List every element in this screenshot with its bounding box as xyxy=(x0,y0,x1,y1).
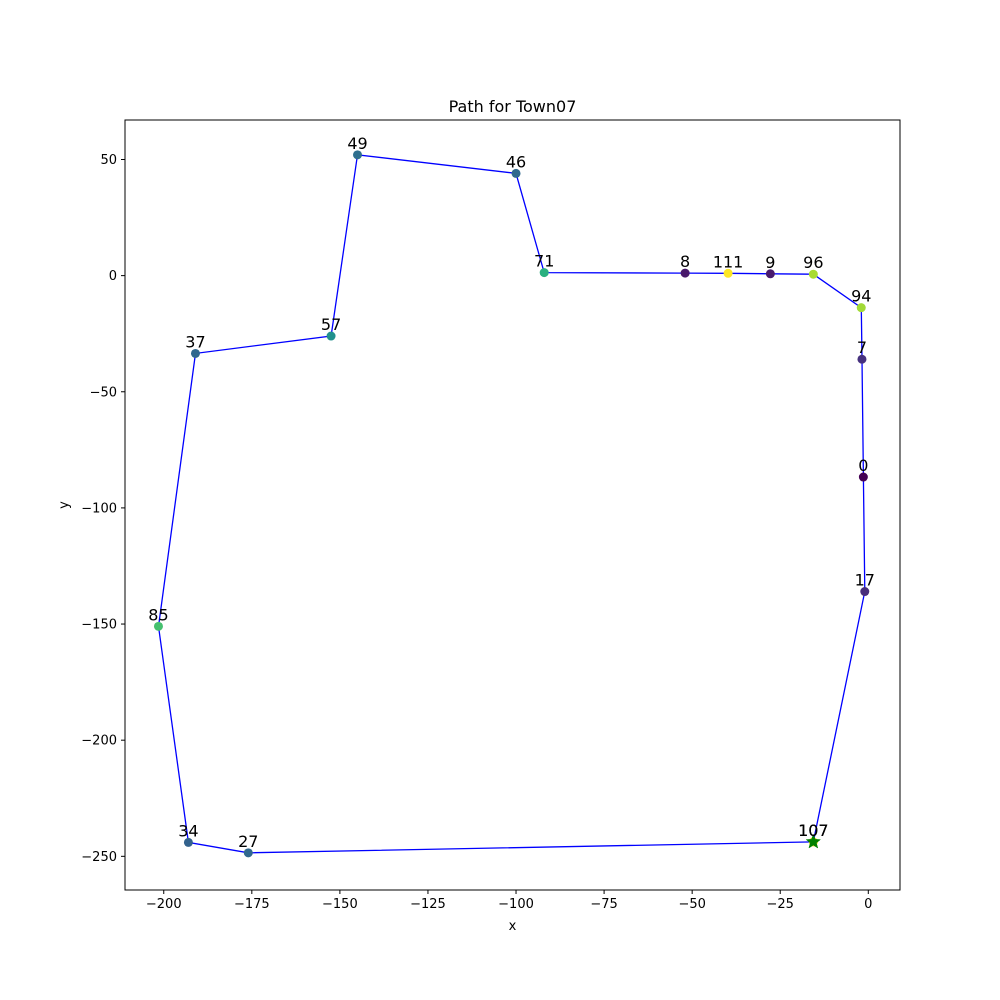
x-tick-label: −100 xyxy=(498,897,534,912)
x-tick-label: −200 xyxy=(146,897,182,912)
waypoint-marker xyxy=(856,303,866,313)
path-line xyxy=(157,154,866,854)
waypoint-marker xyxy=(857,354,867,364)
waypoint-marker xyxy=(680,268,690,278)
waypoint-label: 0 xyxy=(858,456,868,475)
waypoint-label: 94 xyxy=(851,287,871,306)
y-tick-label: 0 xyxy=(109,269,117,284)
waypoint-label: 57 xyxy=(321,315,341,334)
waypoint-label: 34 xyxy=(178,821,198,840)
x-axis-ticks: −200 −175 −150 −125 −100 −75 −50 −25 0 xyxy=(146,890,872,912)
chart-title: Path for Town07 xyxy=(449,97,577,116)
start-star-marker xyxy=(805,833,822,849)
x-axis-label: x xyxy=(509,919,517,934)
x-tick-label: −150 xyxy=(322,897,358,912)
waypoint-label: 85 xyxy=(148,605,168,624)
y-tick-label: 50 xyxy=(100,153,117,168)
waypoint-marker xyxy=(326,331,336,341)
y-axis-label: y xyxy=(57,501,72,509)
waypoint-label: 37 xyxy=(185,332,205,351)
waypoint-marker xyxy=(511,168,521,178)
waypoint-marker xyxy=(353,150,362,160)
y-tick-label: −150 xyxy=(81,618,117,633)
waypoint-label: 17 xyxy=(855,571,875,590)
waypoint-label: 96 xyxy=(803,253,823,272)
waypoint-label: 107 xyxy=(798,821,829,840)
y-tick-label: −250 xyxy=(81,850,117,865)
waypoint-label: 7 xyxy=(857,338,867,357)
waypoint-label: 111 xyxy=(713,252,744,271)
waypoint-label: 107 xyxy=(798,821,829,840)
waypoint-marker xyxy=(183,837,193,847)
waypoint-marker xyxy=(539,268,549,278)
waypoint-marker xyxy=(858,472,868,482)
waypoint-label: 8 xyxy=(680,252,690,271)
y-tick-label: −200 xyxy=(81,734,117,749)
waypoint-label: 27 xyxy=(238,832,258,851)
y-axis-ticks: 50 0 −50 −100 −150 −200 −250 xyxy=(81,153,125,865)
y-tick-label: −100 xyxy=(81,501,117,516)
waypoint-marker xyxy=(190,348,200,358)
x-tick-label: −125 xyxy=(410,897,446,912)
waypoint-label: 71 xyxy=(534,252,554,271)
waypoint-marker xyxy=(723,268,733,278)
y-tick-label: −50 xyxy=(90,385,117,400)
x-tick-label: −50 xyxy=(678,897,705,912)
path-line-layer xyxy=(157,154,866,854)
waypoint-marker xyxy=(153,621,163,631)
x-tick-label: 0 xyxy=(864,897,872,912)
waypoint-label: 46 xyxy=(506,152,526,171)
waypoint-marker xyxy=(860,587,870,597)
waypoint-marker xyxy=(243,848,253,858)
points-layer xyxy=(153,150,870,858)
waypoint-marker xyxy=(808,269,818,279)
x-tick-label: −25 xyxy=(767,897,794,912)
waypoint-marker xyxy=(765,269,775,279)
waypoint-label: 49 xyxy=(347,134,367,153)
x-tick-label: −75 xyxy=(590,897,617,912)
x-tick-label: −175 xyxy=(234,897,270,912)
plot-frame xyxy=(124,119,901,891)
waypoint-label: 9 xyxy=(765,253,775,272)
